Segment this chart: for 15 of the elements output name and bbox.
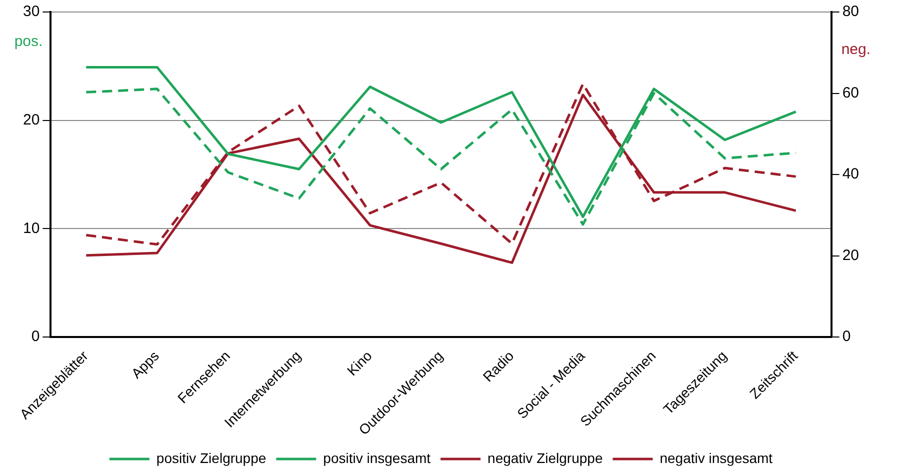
y-tick-label: 20 (22, 111, 40, 128)
y2-tick-label: 80 (842, 3, 860, 20)
legend-label: positiv Zielgruppe (156, 450, 266, 466)
y-tick-label: 0 (31, 328, 40, 346)
y-axis-title: pos. (14, 33, 43, 50)
legend-label: negativ Zielgruppe (488, 450, 603, 466)
legend-label: positiv insgesamt (323, 450, 431, 466)
y-tick-label: 10 (22, 220, 40, 237)
y2-tick-label: 60 (842, 84, 860, 102)
y-tick-label: 30 (22, 3, 40, 20)
y2-axis-title: neg. (841, 41, 871, 58)
legend-label: negativ insgesamt (660, 450, 773, 466)
y2-tick-label: 20 (842, 246, 860, 264)
y2-tick-label: 0 (842, 328, 851, 346)
y2-tick-label: 40 (842, 166, 860, 183)
